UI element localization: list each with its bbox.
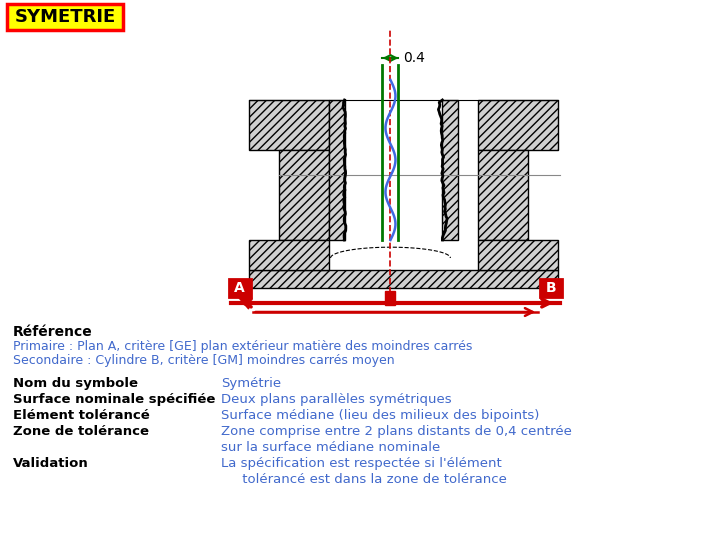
Text: A: A xyxy=(234,281,245,295)
Bar xyxy=(328,100,345,240)
Text: Nom du symbole: Nom du symbole xyxy=(13,377,138,390)
Text: Surface médiane (lieu des milieux des bipoints): Surface médiane (lieu des milieux des bi… xyxy=(221,409,539,422)
Text: Référence: Référence xyxy=(13,325,93,339)
Text: Primaire : Plan A, critère [GE] plan extérieur matière des moindres carrés: Primaire : Plan A, critère [GE] plan ext… xyxy=(13,340,472,353)
Text: tolérancé est dans la zone de tolérance: tolérancé est dans la zone de tolérance xyxy=(221,473,507,486)
FancyBboxPatch shape xyxy=(7,4,123,30)
FancyBboxPatch shape xyxy=(540,279,562,297)
Text: Zone comprise entre 2 plans distants de 0,4 centrée: Zone comprise entre 2 plans distants de … xyxy=(221,425,572,438)
Bar xyxy=(328,100,459,240)
Bar xyxy=(478,150,528,240)
Text: Elément tolérancé: Elément tolérancé xyxy=(13,409,150,422)
Text: La spécification est respectée si l'élément: La spécification est respectée si l'élém… xyxy=(221,457,501,470)
Text: Deux plans parallèles symétriques: Deux plans parallèles symétriques xyxy=(221,393,451,406)
Text: 0.4: 0.4 xyxy=(403,51,426,65)
Bar xyxy=(279,150,328,240)
Text: Validation: Validation xyxy=(13,457,89,470)
Text: sur la surface médiane nominale: sur la surface médiane nominale xyxy=(221,441,440,454)
Text: Surface nominale spéciﬁée: Surface nominale spéciﬁée xyxy=(13,393,215,406)
Text: Secondaire : Cylindre B, critère [GM] moindres carrés moyen: Secondaire : Cylindre B, critère [GM] mo… xyxy=(13,354,395,367)
Bar xyxy=(385,291,395,305)
FancyBboxPatch shape xyxy=(229,279,251,297)
Text: SYMETRIE: SYMETRIE xyxy=(14,8,115,26)
Text: B: B xyxy=(546,281,557,295)
Text: Symétrie: Symétrie xyxy=(221,377,281,390)
Bar xyxy=(248,100,328,150)
Bar xyxy=(442,100,459,240)
Text: Zone de tolérance: Zone de tolérance xyxy=(13,425,149,438)
Bar xyxy=(248,240,328,270)
Bar xyxy=(478,240,558,270)
Polygon shape xyxy=(235,293,248,309)
Bar xyxy=(478,100,558,150)
Bar xyxy=(248,270,558,288)
